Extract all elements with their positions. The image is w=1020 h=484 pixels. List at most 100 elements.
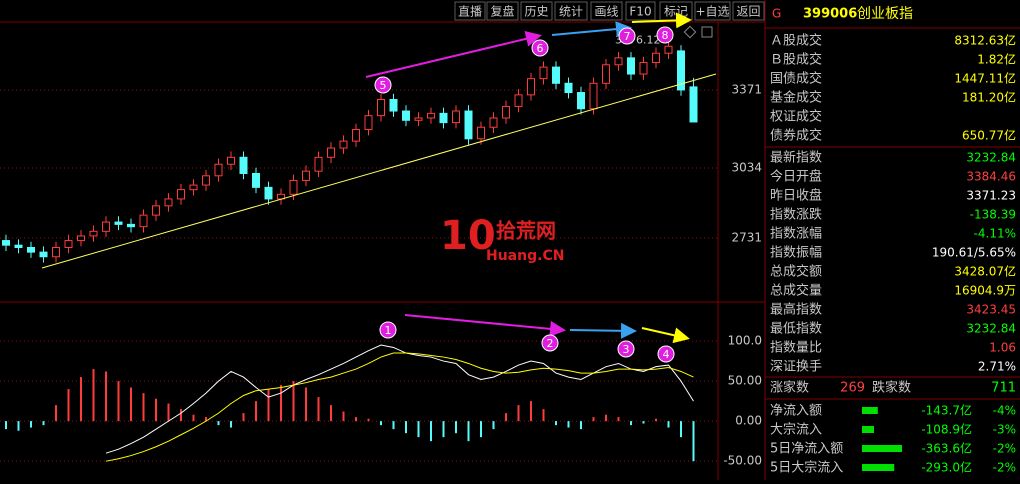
row-label: 总成交额 — [770, 264, 822, 280]
candle-body — [139, 214, 148, 228]
row-label: Ｂ股成交 — [770, 52, 822, 68]
toolbar-button[interactable] — [625, 1, 656, 21]
marker-number: 7 — [624, 30, 631, 43]
candle-body — [202, 175, 210, 186]
candle-body — [527, 78, 535, 96]
flow-value: -143.7亿 — [921, 403, 972, 418]
panel-name: 创业板指 — [857, 6, 913, 22]
candle-body — [664, 45, 673, 54]
y-tick-label: 100.0 — [728, 334, 762, 348]
arrow — [404, 314, 566, 337]
watermark: 10 拾荒网 Huang.CN — [440, 213, 564, 264]
row-label: 指数量比 — [770, 341, 822, 356]
candle-body — [689, 86, 698, 123]
toolbar-button[interactable] — [486, 1, 519, 21]
candle-body — [452, 110, 460, 124]
trend-line — [41, 73, 717, 269]
toolbar-label: 复盘 — [490, 4, 514, 19]
row-label: 今日开盘 — [770, 169, 822, 185]
marker-circle — [617, 340, 635, 358]
candle-body — [52, 246, 60, 258]
arrow — [569, 322, 637, 339]
breadth-value: 269 — [840, 381, 865, 396]
markers: 5 6 7 8 1 2 3 4 — [374, 26, 675, 363]
y-tick-label: 3034 — [731, 160, 762, 174]
row-value: 1447.11亿 — [954, 71, 1016, 86]
flow-label: 大宗流入 — [770, 422, 822, 438]
watermark-name: 拾荒网 — [496, 219, 556, 243]
candle-body — [289, 179, 298, 195]
candle-body — [427, 112, 435, 119]
row-value: 2.71% — [978, 360, 1016, 374]
marker-number: 4 — [663, 348, 670, 361]
icon[interactable] — [683, 25, 697, 39]
toolbar-label: 返回 — [736, 5, 760, 19]
toolbar-label: F10 — [629, 5, 651, 19]
candle-body — [152, 205, 160, 216]
toolbar-label: 直播 — [458, 5, 482, 19]
flow-bar — [862, 445, 902, 452]
flow-bar — [862, 407, 878, 414]
side-panel: G 399006 创业板指 涨家数 269 跌家数 711 Ａ股成交 8312.6… — [765, 6, 1020, 476]
flow-pct: -3% — [993, 423, 1016, 437]
breadth-value: 711 — [991, 381, 1016, 396]
row-label: 权证成交 — [770, 109, 822, 125]
candle-body — [164, 198, 173, 207]
row-value: 1.06 — [989, 341, 1016, 355]
indicator-line — [105, 352, 694, 462]
arrow — [551, 21, 632, 38]
marker-circle — [618, 27, 636, 45]
toolbar-button[interactable] — [732, 1, 765, 21]
y-tick-label: 3371 — [731, 82, 762, 96]
candle-body — [239, 156, 248, 174]
toolbar-label: 历史 — [524, 5, 548, 19]
flow-pct: -2% — [993, 461, 1016, 475]
flow-label: 5日净流入额 — [770, 442, 843, 457]
toolbar-button[interactable] — [694, 1, 731, 21]
marker-number: 6 — [537, 42, 544, 55]
toolbar-button[interactable] — [520, 1, 553, 21]
candle-body — [214, 163, 223, 177]
candle-body — [539, 66, 548, 80]
marker-circle — [541, 334, 559, 352]
toolbar-button[interactable] — [454, 1, 486, 21]
candle-body — [514, 94, 523, 107]
row-value: 16904.9万 — [954, 284, 1016, 298]
icon[interactable] — [701, 26, 713, 38]
row-label: 最新指数 — [770, 150, 822, 166]
toolbar: 直播 复盘 历史 统计 画线 F10 标记 +自选 返回 — [454, 1, 765, 21]
candle-body — [264, 186, 273, 200]
candle-body — [227, 156, 235, 165]
toolbar-label: +自选 — [695, 5, 729, 19]
arrows — [365, 12, 692, 344]
candle-body — [127, 223, 135, 228]
row-label: 国债成交 — [770, 71, 822, 87]
indicator-line — [105, 344, 694, 454]
row-label: 指数振幅 — [770, 246, 822, 261]
candle-body — [77, 235, 85, 242]
row-label: 深证换手 — [770, 360, 822, 375]
row-value: 3384.46 — [966, 170, 1016, 184]
row-value: 3423.45 — [966, 303, 1016, 317]
candle-body — [414, 117, 423, 121]
candle-body — [302, 170, 310, 181]
candle-body — [602, 64, 610, 84]
marker-number: 5 — [380, 79, 387, 92]
candle-body — [677, 50, 685, 91]
toolbar-button[interactable] — [554, 1, 588, 21]
candle-body — [339, 140, 348, 149]
panel-letter: G — [772, 7, 781, 21]
breadth-label: 涨家数 — [770, 380, 809, 396]
candle-body — [627, 57, 635, 75]
arrow — [641, 327, 690, 344]
toolbar-button[interactable] — [590, 1, 623, 21]
flow-bar — [862, 464, 895, 471]
candle-body — [464, 110, 473, 140]
flow-label: 净流入额 — [770, 404, 822, 419]
row-value: 3232.84 — [966, 322, 1016, 336]
candle-body — [64, 240, 73, 248]
candle-body — [389, 98, 398, 112]
